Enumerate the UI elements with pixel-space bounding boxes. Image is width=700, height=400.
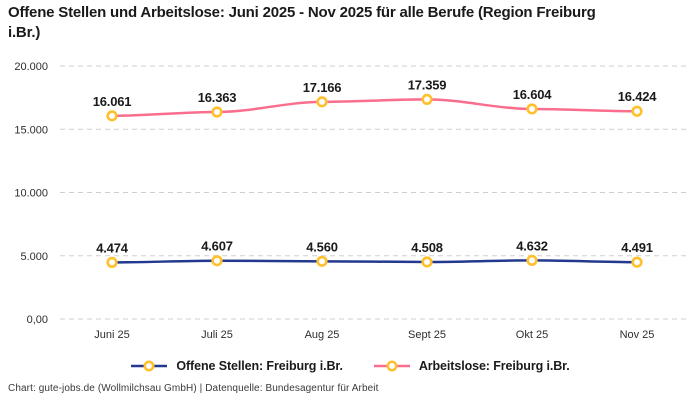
legend-item-offene-stellen: Offene Stellen: Freiburg i.Br. xyxy=(130,359,343,373)
data-point-marker xyxy=(526,254,538,267)
x-tick-label: Nov 25 xyxy=(620,329,655,341)
legend-line-marker-icon xyxy=(131,360,168,372)
data-point-label: 17.166 xyxy=(303,80,342,95)
data-point-label: 17.359 xyxy=(408,77,447,92)
data-point-label: 16.424 xyxy=(618,89,658,104)
data-point-label: 16.604 xyxy=(513,87,553,102)
line-chart-canvas: 0,00 5.000 10.000 15.000 20.000 Juni 25 Juli 2… xyxy=(14,61,690,341)
data-point-label: 4.607 xyxy=(201,239,233,254)
data-point-label: 4.560 xyxy=(306,239,338,254)
legend: Offene Stellen: Freiburg i.Br. Arbeitslo… xyxy=(0,356,700,376)
legend-item-arbeitslose: Arbeitslose: Freiburg i.Br. xyxy=(373,359,570,373)
data-point-marker xyxy=(631,256,643,268)
x-tick-label: Juni 25 xyxy=(94,329,129,341)
series-line-1 xyxy=(110,98,639,118)
y-tick-label: 15.000 xyxy=(14,124,48,136)
legend-label-arbeitslose: Arbeitslose: Freiburg i.Br. xyxy=(418,359,570,373)
data-point-marker xyxy=(421,93,433,106)
data-point-label: 4.474 xyxy=(96,240,129,255)
x-tick-label: Okt 25 xyxy=(516,329,548,341)
x-tick-label: Aug 25 xyxy=(305,329,340,341)
data-point-label: 16.061 xyxy=(93,94,132,109)
data-point-marker xyxy=(631,105,643,117)
y-tick-label: 20.000 xyxy=(14,61,48,73)
data-point-marker xyxy=(316,96,328,108)
attribution: Chart: gute-jobs.de (Wollmilchsau GmbH) … xyxy=(8,383,379,394)
legend-line-marker-icon xyxy=(373,360,410,372)
x-tick-label: Sept 25 xyxy=(408,329,446,341)
data-point-marker xyxy=(106,110,118,122)
series-line-0 xyxy=(110,259,639,264)
chart-title: Offene Stellen und Arbeitslose: Juni 202… xyxy=(8,4,596,42)
y-tick-label: 10.000 xyxy=(14,188,48,200)
y-tick-label: 0,00 xyxy=(27,314,48,326)
x-tick-label: Juli 25 xyxy=(201,329,233,341)
data-point-marker xyxy=(106,256,118,269)
data-point-label: 4.508 xyxy=(411,240,443,255)
legend-label-offene-stellen: Offene Stellen: Freiburg i.Br. xyxy=(176,359,343,373)
data-point-label: 4.632 xyxy=(516,238,548,253)
data-point-marker xyxy=(211,255,223,267)
data-point-marker xyxy=(421,256,433,268)
data-point-label: 4.491 xyxy=(621,240,653,255)
y-tick-label: 5.000 xyxy=(20,251,48,263)
data-point-marker xyxy=(526,103,538,115)
data-point-marker xyxy=(316,255,328,267)
data-point-marker xyxy=(211,106,223,118)
data-point-label: 16.363 xyxy=(198,90,237,105)
